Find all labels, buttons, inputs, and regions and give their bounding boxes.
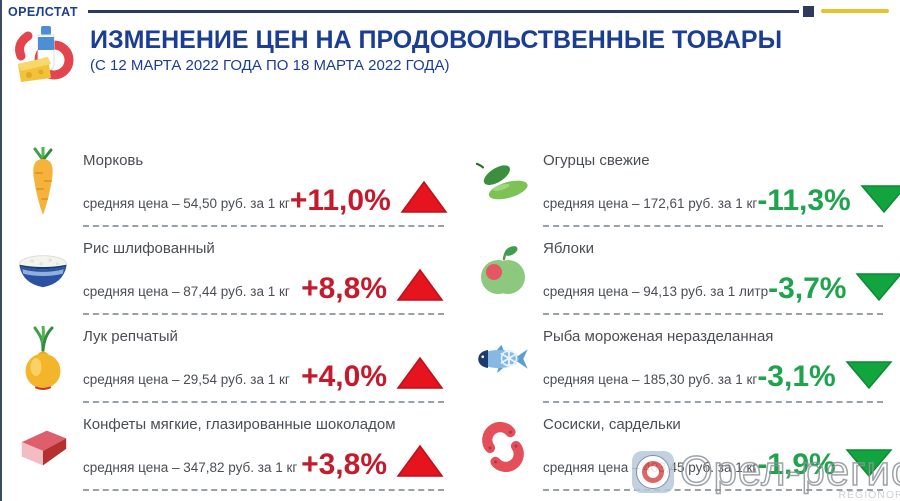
carrot-icon — [16, 139, 70, 227]
percent-change: -3,7% — [768, 272, 847, 305]
product-name: Огурцы свежие — [543, 152, 650, 169]
product-item-carrot: Морковь средняя цена – 54,50 руб. за 1 к… — [16, 139, 448, 227]
header-rule-gold — [821, 9, 889, 13]
product-price: средняя цена – 347,82 руб. за 1 кг — [83, 460, 298, 475]
product-item-rice: Рис шлифованный средняя цена – 87,44 руб… — [16, 227, 444, 315]
apple-icon — [476, 227, 530, 315]
watermark-site: REGIONOREL.RU — [838, 489, 900, 501]
product-price: средняя цена – 87,44 руб. за 1 кг — [83, 284, 290, 299]
items-column-left: Морковь средняя цена – 54,50 руб. за 1 к… — [16, 139, 448, 491]
percent-change: +8,8% — [301, 272, 387, 305]
product-price: средняя цена – 185,30 руб. за 1 кг — [543, 372, 758, 387]
product-price: средняя цена – 54,50 руб. за 1 кг — [83, 196, 290, 211]
percent-change: +3,8% — [301, 448, 387, 481]
food-basket-icon — [12, 22, 74, 86]
cucumbers-icon — [476, 139, 530, 227]
product-item-onion: Лук репчатый средняя цена – 29,54 руб. з… — [16, 315, 444, 403]
page-subtitle: (С 12 МАРТА 2022 ГОДА ПО 18 МАРТА 2022 Г… — [90, 57, 450, 74]
watermark-text: Орел-регион — [679, 447, 900, 494]
trend-up-icon — [396, 444, 444, 478]
product-price: средняя цена – 94,13 руб. за 1 литр — [543, 284, 769, 299]
percent-change: -1,9% — [757, 448, 836, 481]
product-item-apples: Яблоки средняя цена – 94,13 руб. за 1 ли… — [476, 227, 900, 315]
product-item-fish: Рыба мороженая неразделанная средняя цен… — [476, 315, 893, 403]
brand-orelstat: ОРЕЛСТАТ — [8, 5, 78, 19]
watermark: Орел-регион REGIONOREL.RU — [632, 447, 900, 501]
product-price: средняя цена – 29,54 руб. за 1 кг — [83, 372, 290, 387]
header-rule-square — [803, 6, 814, 17]
trend-down-icon — [845, 449, 893, 478]
orel-region-logo-icon — [632, 451, 674, 493]
percent-change: +11,0% — [289, 184, 391, 217]
product-item-candy: Конфеты мягкие, глазированные шоколадом … — [16, 403, 444, 491]
product-name: Рыба мороженая неразделанная — [543, 328, 774, 345]
sausages-icon — [476, 403, 530, 491]
product-name: Яблоки — [543, 240, 594, 257]
product-name: Конфеты мягкие, глазированные шоколадом — [83, 416, 396, 433]
trend-down-icon — [855, 273, 900, 302]
header-rule — [88, 10, 799, 13]
trend-down-icon — [845, 361, 893, 390]
trend-up-icon — [396, 268, 444, 302]
product-price: средняя цена – 172,61 руб. за 1 кг — [543, 196, 758, 211]
onion-icon — [16, 315, 70, 403]
trend-up-icon — [396, 356, 444, 390]
page-title: ИЗМЕНЕНИЕ ЦЕН НА ПРОДОВОЛЬСТВЕННЫЕ ТОВАР… — [90, 26, 783, 54]
rice-bowl-icon — [16, 227, 70, 315]
fish-icon — [476, 315, 530, 403]
candy-icon — [16, 403, 70, 491]
product-name: Лук репчатый — [83, 328, 178, 345]
trend-down-icon — [860, 185, 900, 214]
percent-change: -11,3% — [757, 184, 851, 217]
percent-change: +4,0% — [301, 360, 387, 393]
product-name: Сосиски, сардельки — [543, 416, 681, 433]
trend-up-icon — [400, 180, 448, 214]
product-item-cucumbers: Огурцы свежие средняя цена – 172,61 руб.… — [476, 139, 900, 227]
percent-change: -3,1% — [757, 360, 836, 393]
items-column-right: Огурцы свежие средняя цена – 172,61 руб.… — [476, 139, 900, 491]
product-name: Морковь — [83, 152, 144, 169]
left-edge-line — [0, 0, 2, 501]
product-name: Рис шлифованный — [83, 240, 215, 257]
